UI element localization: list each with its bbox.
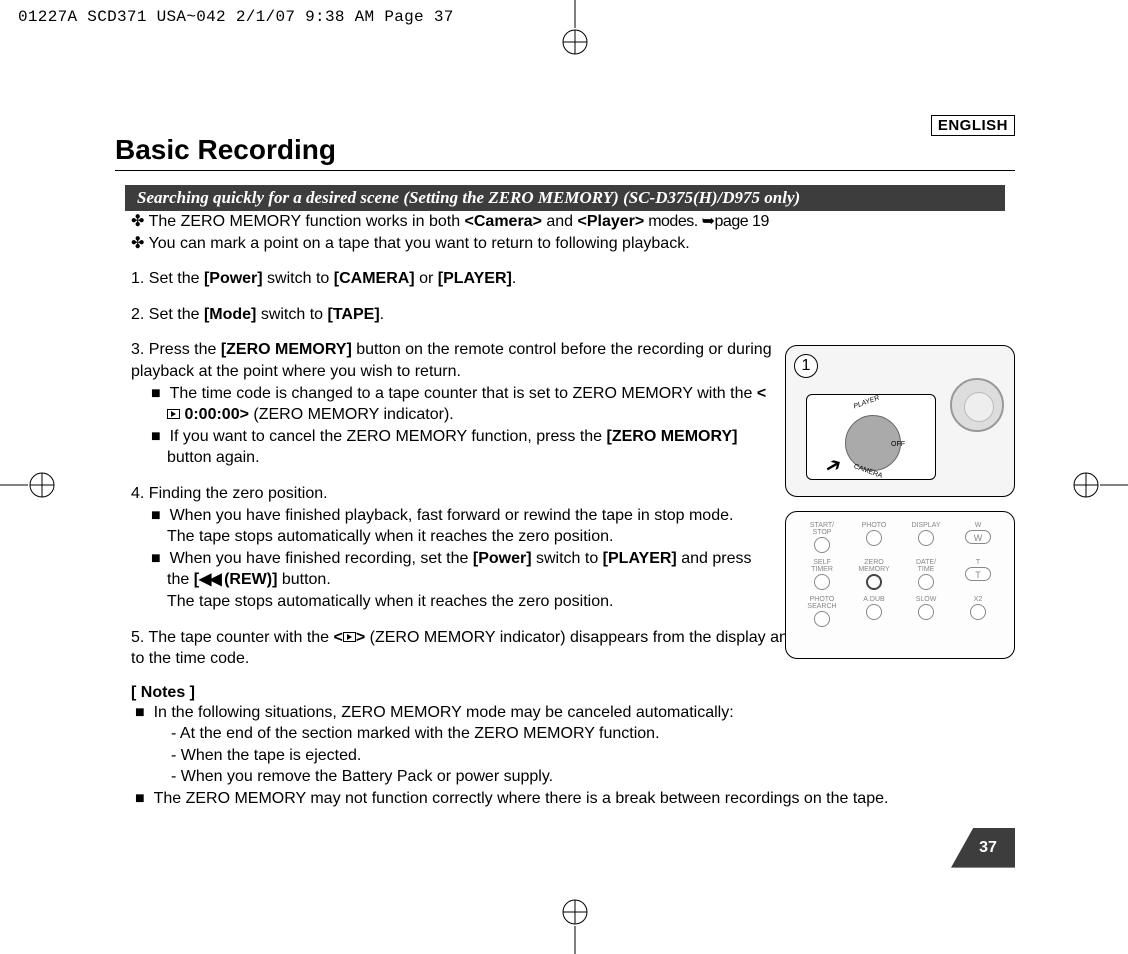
note1-text: In the following situations, ZERO MEMORY… — [154, 704, 734, 721]
language-indicator: ENGLISH — [931, 115, 1015, 136]
figure-number-badge: 1 — [794, 354, 818, 378]
title-rule — [115, 170, 1015, 171]
step-2: 2. Set the [Mode] switch to [TAPE]. — [131, 304, 775, 326]
remote-button-self-timer: SELF TIMER — [800, 559, 844, 590]
remote-button-a-dub: A.DUB — [852, 596, 896, 627]
note-1a: - At the end of the section marked with … — [131, 723, 1015, 745]
note-1c: - When you remove the Battery Pack or po… — [131, 766, 1015, 788]
step4-sub2-mid: switch to — [532, 550, 603, 567]
step4-b3mid: (REW)] — [224, 571, 277, 588]
crop-mark-bottom — [555, 894, 595, 954]
intro-1-b1: <Camera> — [465, 213, 542, 230]
zero-memory-indicator-icon-2 — [343, 632, 356, 642]
remote-button-date-time: DATE/ TIME — [904, 559, 948, 590]
intro-1-pre: ✤ The ZERO MEMORY function works in both — [131, 213, 465, 230]
step3-sub2-pre: If you want to cancel the ZERO MEMORY fu… — [170, 428, 607, 445]
step5-codepre: < — [334, 629, 343, 646]
figure-remote-control: START/ STOP PHOTO DISPLAY WW SELF TIMER ZERO … — [785, 511, 1015, 659]
step-3: 3. Press the [ZERO MEMORY] button on the… — [131, 339, 775, 469]
step4-sub2-b2: [PLAYER] — [603, 550, 677, 567]
step3-sub1-codepre: < — [757, 385, 766, 402]
step-1: 1. Set the [Power] switch to [CAMERA] or… — [131, 268, 775, 290]
crop-mark-right — [1068, 465, 1128, 505]
step3-b1: [ZERO MEMORY] — [221, 341, 352, 358]
step3-sub1-post: (ZERO MEMORY indicator). — [249, 406, 454, 423]
note-1: ■ In the following situations, ZERO MEMO… — [115, 702, 1015, 724]
remote-button-display: DISPLAY — [904, 522, 948, 553]
camera-lens-icon — [950, 378, 1004, 432]
remote-button-start-stop: START/ STOP — [800, 522, 844, 553]
step1-mid: switch to — [263, 270, 334, 287]
intro-1-mid: and — [542, 213, 578, 230]
step2-end: . — [380, 306, 384, 323]
step4-sub1a: When you have finished playback, fast fo… — [170, 507, 734, 524]
crop-mark-top — [555, 0, 595, 60]
step4-sub2b: The tape stops automatically when it rea… — [167, 593, 613, 610]
crop-mark-left — [0, 465, 60, 505]
remote-button-w: WW — [956, 522, 1000, 553]
intro-block: ✤ The ZERO MEMORY function works in both… — [131, 211, 775, 254]
figure-power-switch: 1 PLAYER OFF ➔ CAMERA — [785, 345, 1015, 497]
step4-title: 4. Finding the zero position. — [131, 485, 328, 502]
remote-button-photo: PHOTO — [852, 522, 896, 553]
step2-b2: [TAPE] — [328, 306, 380, 323]
remote-button-x2: X2 — [956, 596, 1000, 627]
note-1b: - When the tape is ejected. — [131, 745, 1015, 767]
dial-arrow-icon: ➔ — [820, 450, 847, 480]
remote-button-slow: SLOW — [904, 596, 948, 627]
step3-pre: 3. Press the — [131, 341, 221, 358]
remote-button-photo-search: PHOTO SEARCH — [800, 596, 844, 627]
remote-button-zero-memory: ZERO MEMORY — [852, 559, 896, 590]
step4-sub1b: The tape stops automatically when it rea… — [167, 528, 613, 545]
note2-text: The ZERO MEMORY may not function correct… — [154, 790, 889, 807]
page-title: Basic Recording — [115, 134, 1015, 166]
step5-pre: 5. The tape counter with the — [131, 629, 334, 646]
step2-b1: [Mode] — [204, 306, 256, 323]
step4-sub2-b1: [Power] — [473, 550, 532, 567]
step1-pre: 1. Set the — [131, 270, 204, 287]
step1-or: or — [415, 270, 438, 287]
intro-1-post: modes. ➥page 19 — [644, 213, 769, 230]
intro-1-b2: <Player> — [578, 213, 645, 230]
step1-b1: [Power] — [204, 270, 263, 287]
step3-sub1-pre: The time code is changed to a tape count… — [170, 385, 757, 402]
dial-label-off: OFF — [891, 441, 905, 448]
step4-sub2-pre: When you have finished recording, set th… — [170, 550, 473, 567]
step1-b3: [PLAYER] — [438, 270, 512, 287]
step4-b3post: button. — [277, 571, 330, 588]
section-subheading: Searching quickly for a desired scene (S… — [125, 185, 1005, 211]
step-4: 4. Finding the zero position. ■ When you… — [131, 483, 775, 613]
step2-pre: 2. Set the — [131, 306, 204, 323]
print-job-header: 01227A SCD371 USA~042 2/1/07 9:38 AM Pag… — [18, 8, 454, 26]
step3-sub2-post: button again. — [167, 449, 260, 466]
rewind-icon: ◀◀ — [199, 571, 220, 588]
intro-2: ✤ You can mark a point on a tape that yo… — [131, 233, 775, 255]
step1-b2: [CAMERA] — [334, 270, 415, 287]
step1-end: . — [512, 270, 516, 287]
dial-label-player: PLAYER — [853, 395, 881, 411]
page-number-tab: 37 — [951, 828, 1015, 868]
step2-mid: switch to — [256, 306, 327, 323]
remote-button-t: TT — [956, 559, 1000, 590]
notes-heading: [ Notes ] — [131, 684, 1015, 702]
step3-sub2-b: [ZERO MEMORY] — [607, 428, 738, 445]
zero-memory-indicator-icon — [167, 409, 180, 419]
step3-sub1-code: 0:00:00> — [180, 406, 249, 423]
note-2: ■ The ZERO MEMORY may not function corre… — [115, 788, 1015, 810]
step5-codepost: > — [356, 629, 365, 646]
